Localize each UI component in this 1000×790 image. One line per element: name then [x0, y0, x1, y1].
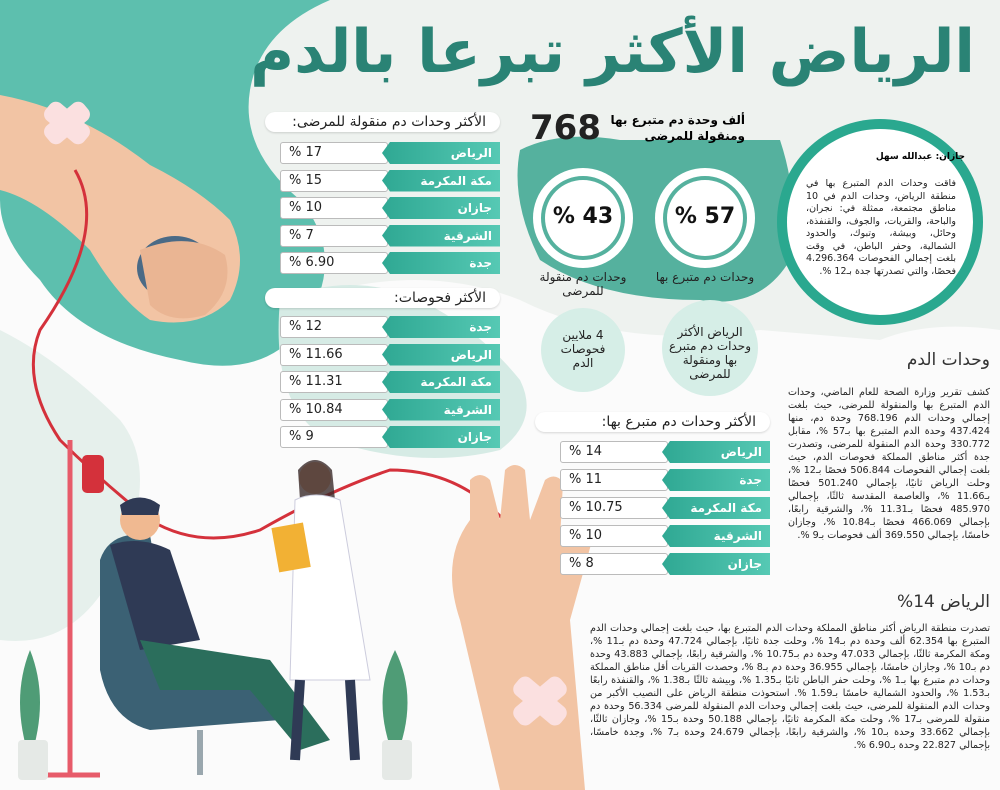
headline-text: ألف وحدة دم متبرع بها ومنقولة للمرضى	[610, 113, 745, 143]
headline-number: 768	[530, 108, 601, 148]
table-row: % 14 الرياض	[560, 441, 770, 463]
table-row: % 10 الشرقية	[560, 525, 770, 547]
row-value: % 10	[280, 197, 388, 219]
nurse-legs	[290, 679, 360, 761]
table-row: % 11 جدة	[560, 469, 770, 491]
section-heading: وحدات الدم	[906, 350, 990, 370]
table-heading: الأكثر وحدات دم منقولة للمرضى:	[265, 112, 500, 132]
row-value: % 12	[280, 316, 388, 338]
row-value: % 17	[280, 142, 388, 164]
row-value: % 11.31	[280, 371, 388, 393]
quote-text: فاقت وحدات الدم المتبرع بها في منطقة الر…	[806, 178, 956, 277]
row-region: الشرقية	[382, 398, 500, 421]
table-row: % 10.75 مكة المكرمة	[560, 497, 770, 519]
row-value: % 10.75	[560, 497, 668, 519]
row-value: % 11.66	[280, 343, 388, 366]
row-value: % 6.90	[280, 252, 388, 274]
table-heading: الأكثر وحدات دم متبرع بها:	[535, 412, 770, 432]
blood-bag	[82, 455, 104, 493]
row-region: الرياض	[662, 441, 770, 463]
section-text: تصدرت منطقة الرياض أكثر مناطق المملكة وح…	[590, 623, 991, 751]
clipboard	[271, 522, 311, 573]
nurse-coat	[289, 494, 371, 681]
bandage	[44, 101, 90, 145]
trousers	[140, 640, 330, 750]
table-heading: الأكثر فحوصات:	[265, 288, 500, 308]
row-region: جازان	[382, 426, 500, 448]
table-row: % 17 الرياض	[280, 142, 500, 164]
row-region: مكة المكرمة	[382, 371, 500, 393]
table-row: % 15 مكة المكرمة	[280, 169, 500, 192]
fist	[140, 241, 228, 319]
stat-circle	[545, 180, 621, 256]
stat-value: % 57	[674, 204, 736, 229]
row-region: جازان	[382, 197, 500, 219]
table-row: % 11.66 الرياض	[280, 343, 500, 366]
row-region: الرياض	[382, 343, 500, 366]
table-row: % 10 جازان	[280, 197, 500, 219]
row-region: الشرقية	[382, 224, 500, 247]
row-region: جدة	[382, 316, 500, 338]
table-row: % 10.84 الشرقية	[280, 398, 500, 421]
row-value: % 10.84	[280, 398, 388, 421]
section-text: كشف تقرير وزارة الصحة للعام الماضي، وحدا…	[788, 387, 990, 541]
stat-ring	[533, 168, 633, 268]
nurse-hair	[298, 460, 335, 500]
table-row: % 6.90 جدة	[280, 252, 500, 274]
sweater	[110, 541, 200, 650]
stat-label: وحدات دم متبرع بها	[655, 270, 755, 284]
row-region: جدة	[382, 252, 500, 274]
hair	[120, 497, 160, 515]
row-value: % 15	[280, 169, 388, 192]
row-region: مكة المكرمة	[382, 169, 500, 192]
headline: 768 ألف وحدة دم متبرع بها ومنقولة للمرضى	[530, 106, 745, 150]
row-region: الرياض	[382, 142, 500, 164]
plant	[20, 650, 40, 760]
stat-ring	[655, 168, 755, 268]
row-value: % 10	[560, 525, 668, 547]
row-value: % 9	[280, 426, 388, 448]
stat-label: وحدات دم منقولة للمرضى	[539, 270, 627, 298]
row-region: جدة	[662, 469, 770, 491]
row-region: جازان	[662, 553, 770, 575]
highlight-text: الرياض الأكثر وحدات دم متبرع بها ومنقولة…	[669, 325, 751, 381]
highlight-circle	[541, 308, 625, 392]
stat-value: % 43	[552, 204, 614, 229]
row-value: % 8	[560, 553, 668, 575]
title: الرياض الأكثر تبرعا بالدم	[250, 17, 975, 87]
table-row: % 9 جازان	[280, 426, 500, 448]
row-value: % 11	[560, 469, 668, 491]
plant	[382, 650, 408, 760]
quote-circle	[787, 129, 973, 315]
table-row: % 7 الشرقية	[280, 224, 500, 247]
row-region: مكة المكرمة	[662, 497, 770, 519]
row-region: الشرقية	[662, 525, 770, 547]
pot	[18, 740, 48, 780]
stat-circle	[667, 180, 743, 256]
row-value: % 14	[560, 441, 668, 463]
table-row: % 11.31 مكة المكرمة	[280, 371, 500, 393]
highlight-circle	[662, 300, 758, 396]
table-row: % 12 جدة	[280, 316, 500, 338]
table-row: % 8 جازان	[560, 553, 770, 575]
section-heading: الرياض 14%	[897, 592, 990, 612]
pot	[382, 740, 412, 780]
row-value: % 7	[280, 224, 388, 247]
quote-byline: جازان: عبدالله سهل	[875, 152, 965, 162]
bandage	[513, 676, 567, 726]
highlight-text: 4 ملايين فحوصات الدم	[560, 328, 606, 370]
